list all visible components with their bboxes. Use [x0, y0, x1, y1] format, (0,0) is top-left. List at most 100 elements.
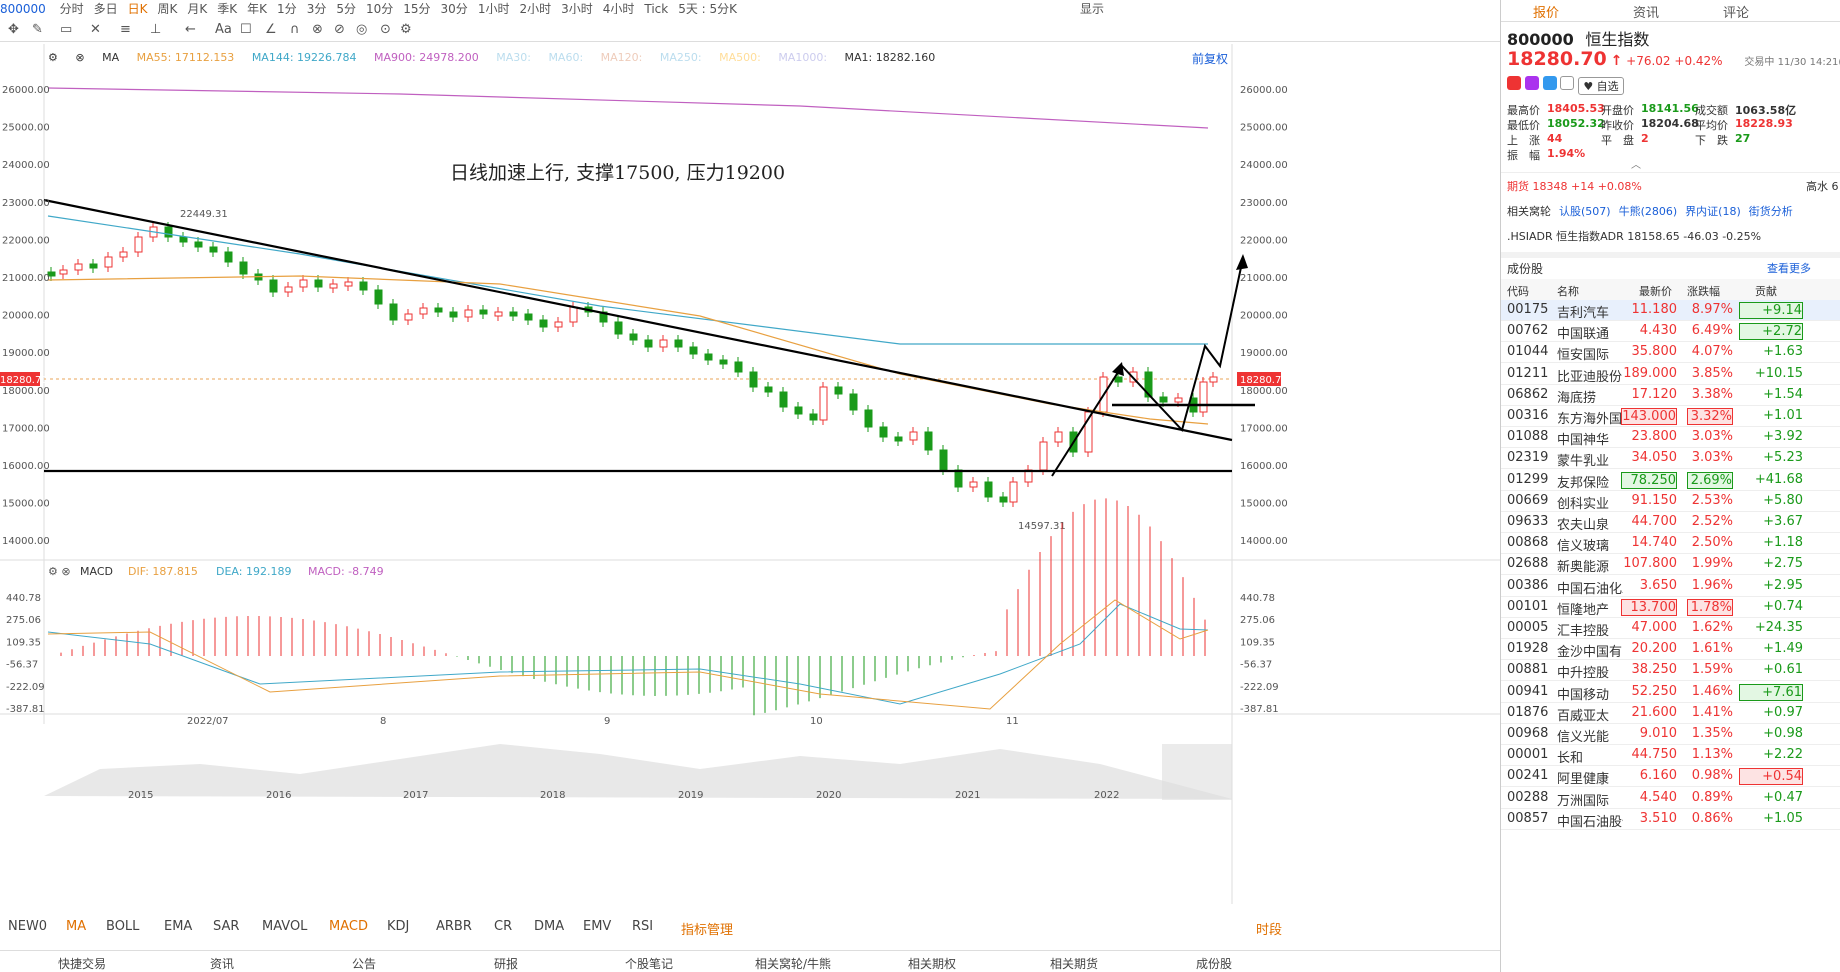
tab-comment[interactable]: 评论 [1723, 6, 1750, 21]
col-header[interactable]: 名称 [1557, 285, 1579, 298]
table-row[interactable]: 00101 恒隆地产 13.700 1.78% +0.74 [1501, 597, 1840, 618]
eye-icon[interactable]: ◎ [356, 22, 368, 37]
fuquan-toggle[interactable]: 前复权 [1192, 52, 1229, 66]
period-17[interactable]: Tick [644, 2, 669, 14]
note-icon[interactable]: ☐ [240, 22, 252, 37]
period-4[interactable]: 月K [187, 2, 208, 14]
delete-icon[interactable]: ⊘ [334, 22, 345, 37]
col-header[interactable]: 涨跌幅 [1687, 285, 1720, 298]
collapse-icon[interactable]: ︿ [1631, 160, 1641, 171]
indicator-DMA[interactable]: DMA [534, 919, 565, 934]
table-row[interactable]: 00941 中国移动 52.250 1.46% +7.61 [1501, 682, 1840, 703]
link-1[interactable]: 认股(507) [1559, 205, 1611, 218]
settings-icon[interactable]: ⚙ [400, 22, 412, 37]
period-8[interactable]: 3分 [306, 2, 327, 14]
period-10[interactable]: 10分 [365, 2, 394, 14]
table-row[interactable]: 01928 金沙中国有限 20.200 1.61% +1.49 [1501, 639, 1840, 661]
table-row[interactable]: 01876 百威亚太 21.600 1.41% +0.97 [1501, 703, 1840, 724]
adr-row[interactable]: .HSIADR 恒生指数ADR 18158.65 -46.03 -0.25% [1507, 230, 1762, 243]
footer-0[interactable]: 快捷交易 [58, 957, 107, 971]
overview-area[interactable] [44, 744, 1232, 799]
arrow-icon[interactable]: ← [185, 22, 196, 37]
period-1[interactable]: 多日 [93, 2, 118, 14]
table-row[interactable]: 02319 蒙牛乳业 34.050 3.03% +5.23 [1501, 448, 1840, 470]
table-row[interactable]: 06862 海底捞 17.120 3.38% +1.54 [1501, 385, 1840, 406]
period-11[interactable]: 15分 [403, 2, 431, 14]
fork-icon[interactable]: ⊥ [150, 22, 162, 37]
period-9[interactable]: 5分 [336, 2, 356, 14]
indicator-MA[interactable]: MA [66, 919, 87, 934]
indicator-RSI[interactable]: RSI [632, 919, 654, 934]
col-header[interactable]: 最新价 [1639, 285, 1672, 298]
close-icon[interactable]: ⊗ [75, 51, 85, 64]
add-watchlist-button[interactable]: ♥ 自选 [1578, 77, 1624, 95]
table-row[interactable]: 01044 恒安国际 35.800 4.07% +1.63 [1501, 342, 1840, 364]
magnet-icon[interactable]: ∩ [290, 22, 300, 37]
table-row[interactable]: 00857 中国石油股份 3.510 0.86% +1.05 [1501, 809, 1840, 830]
period-6[interactable]: 年K [247, 2, 268, 14]
indicator-NEW0[interactable]: NEW0 [8, 919, 48, 934]
table-row[interactable]: 00316 东方海外国际143.000 3.32% +1.01 [1501, 406, 1840, 427]
col-header[interactable]: 贡献 [1755, 285, 1777, 298]
link-2[interactable]: 牛熊(2806) [1618, 205, 1678, 218]
gear-icon[interactable]: ⚙ [48, 51, 58, 64]
indicator-MAVOL[interactable]: MAVOL [262, 919, 308, 934]
period-18[interactable]: 5天 : 5分K [678, 2, 738, 14]
table-row[interactable]: 00288 万洲国际 4.540 0.89% +0.47 [1501, 788, 1840, 809]
table-row[interactable]: 00386 中国石油化工 3.650 1.96% +2.95 [1501, 576, 1840, 597]
table-row[interactable]: 00005 汇丰控股 47.000 1.62% +24.35 [1501, 618, 1840, 639]
table-row[interactable]: 00881 中升控股 38.250 1.59% +0.61 [1501, 660, 1840, 682]
indicator-CR[interactable]: CR [494, 919, 513, 934]
table-row[interactable]: 00241 阿里健康 6.160 0.98% +0.54 [1501, 766, 1840, 788]
angle-icon[interactable]: ∠ [265, 22, 277, 37]
macd-gear-icon[interactable]: ⚙ ⊗ [48, 565, 71, 578]
period-16[interactable]: 4小时 [602, 2, 635, 14]
table-row[interactable]: 02688 新奥能源 107.800 1.99% +2.75 [1501, 554, 1840, 576]
table-row[interactable]: 09633 农夫山泉 44.700 2.52% +3.67 [1501, 512, 1840, 533]
footer-7[interactable]: 相关期货 [1050, 957, 1099, 971]
footer-6[interactable]: 相关期权 [908, 957, 957, 971]
table-row[interactable]: 00175 吉利汽车 11.180 8.97% +9.14 [1501, 300, 1840, 321]
indicator-EMV[interactable]: EMV [583, 919, 612, 934]
note-icon[interactable] [1560, 76, 1575, 90]
indicator-ARBR[interactable]: ARBR [436, 919, 472, 934]
indicator-MACD[interactable]: MACD [329, 919, 368, 934]
text-icon[interactable]: Aa [215, 22, 232, 37]
period-13[interactable]: 1小时 [477, 2, 510, 14]
display-menu[interactable]: 显示 [1080, 2, 1105, 14]
period-5[interactable]: 季K [217, 2, 238, 14]
period-3[interactable]: 周K [157, 2, 178, 14]
indicator-BOLL[interactable]: BOLL [106, 919, 140, 934]
col-header[interactable]: 代码 [1507, 285, 1529, 298]
hk-flag-icon[interactable] [1507, 76, 1521, 90]
table-row[interactable]: 00669 创科实业 91.150 2.53% +5.80 [1501, 491, 1840, 512]
stock-code[interactable]: 800000 [0, 2, 46, 14]
footer-1[interactable]: 资讯 [210, 957, 235, 971]
table-row[interactable]: 00001 长和 44.750 1.13% +2.22 [1501, 745, 1840, 767]
period-14[interactable]: 2小时 [519, 2, 552, 14]
futures-row[interactable]: 期货 18348 +14 +0.08% [1507, 180, 1642, 193]
indicator-指标管理[interactable]: 指标管理 [681, 923, 734, 938]
price-chart[interactable]: 日线加速上行, 支撑17500, 压力19200 22449.31 14597.… [0, 44, 1500, 914]
footer-4[interactable]: 个股笔记 [625, 957, 674, 971]
table-row[interactable]: 00762 中国联通 4.430 6.49% +2.72 [1501, 321, 1840, 343]
move-icon[interactable]: ✥ [8, 22, 19, 37]
more-link[interactable]: 查看更多 [1767, 262, 1811, 275]
visibility-icon[interactable]: ⊙ [380, 22, 391, 37]
bolt-icon[interactable] [1524, 76, 1539, 90]
period-2[interactable]: 日K [127, 2, 148, 14]
footer-2[interactable]: 公告 [352, 957, 377, 971]
period-12[interactable]: 30分 [440, 2, 468, 14]
period-toggle[interactable]: 时段 [1256, 923, 1283, 938]
ruler-icon[interactable]: ≡ [120, 22, 131, 37]
link-3[interactable]: 界内证(18) [1685, 205, 1741, 218]
lock-icon[interactable]: ⊗ [312, 22, 323, 37]
tab-news[interactable]: 资讯 [1633, 6, 1660, 21]
cross-icon[interactable]: ✕ [90, 22, 101, 37]
footer-8[interactable]: 成份股 [1196, 957, 1233, 971]
footer-3[interactable]: 研报 [494, 957, 519, 971]
indicator-SAR[interactable]: SAR [213, 919, 240, 934]
link-4[interactable]: 街货分析 [1748, 205, 1793, 218]
table-row[interactable]: 01299 友邦保险 78.250 2.69% +41.68 [1501, 470, 1840, 491]
table-row[interactable]: 01088 中国神华 23.800 3.03% +3.92 [1501, 427, 1840, 449]
